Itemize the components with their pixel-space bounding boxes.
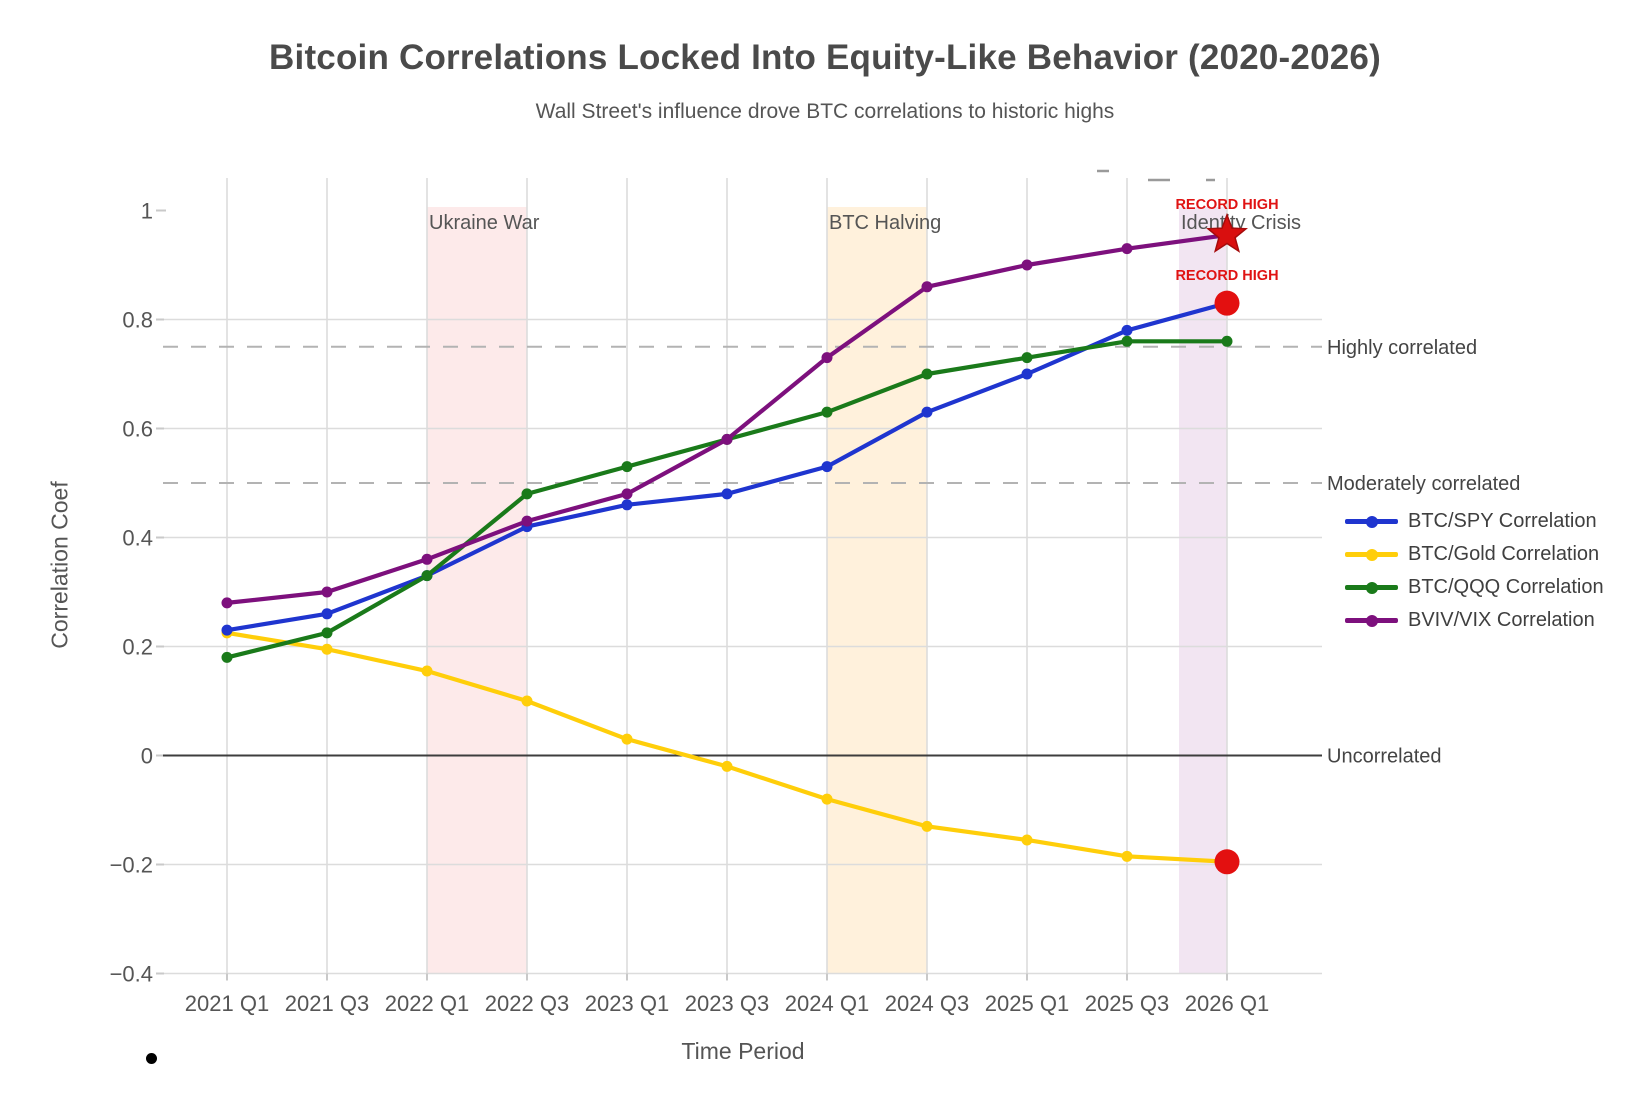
record-high-marker-btc-spy-correlation — [1214, 290, 1240, 316]
series-marker-btc-qqq-correlation — [1121, 335, 1133, 347]
series-marker-btc-gold-correlation — [1021, 834, 1033, 846]
series-marker-btc-gold-correlation — [921, 820, 933, 832]
series-marker-btc-spy-correlation — [1121, 324, 1133, 336]
record-high-label-btc-spy-correlation: RECORD HIGH — [1175, 268, 1278, 284]
legend-item-bviv-vix-correlation[interactable]: BVIV/VIX Correlation — [1345, 604, 1604, 637]
band-label-btc-halving: BTC Halving — [829, 212, 941, 234]
x-tick-label: 2025 Q1 — [985, 991, 1069, 1016]
series-marker-btc-qqq-correlation — [621, 461, 633, 473]
series-marker-btc-gold-correlation — [1121, 850, 1133, 862]
x-tick-label: 2021 Q3 — [285, 991, 369, 1016]
reference-label-highly-correlated: Highly correlated — [1327, 337, 1477, 359]
chart-subtitle: Wall Street's influence drove BTC correl… — [535, 100, 1115, 123]
series-marker-btc-gold-correlation — [621, 733, 633, 745]
event-band-btc-halving — [827, 207, 927, 974]
series-marker-btc-qqq-correlation — [1021, 352, 1033, 364]
event-band-identity-crisis — [1179, 207, 1227, 974]
stray-legend-dot — [146, 1053, 157, 1064]
x-tick-label: 2022 Q1 — [385, 991, 469, 1016]
record-high-marker-btc-gold-correlation — [1214, 849, 1240, 875]
legend-line-swatch — [1345, 585, 1398, 590]
x-tick-label: 2025 Q3 — [1085, 991, 1169, 1016]
reference-label-moderately-correlated: Moderately correlated — [1327, 473, 1520, 495]
series-marker-btc-qqq-correlation — [921, 368, 933, 380]
legend-item-btc-gold-correlation[interactable]: BTC/Gold Correlation — [1345, 538, 1604, 571]
series-marker-btc-qqq-correlation — [821, 406, 833, 418]
y-tick-label: 0.2 — [122, 635, 153, 660]
series-marker-btc-gold-correlation — [721, 760, 733, 772]
series-marker-btc-gold-correlation — [421, 665, 433, 677]
legend-line-swatch — [1345, 519, 1398, 524]
series-marker-bviv-vix-correlation — [521, 515, 533, 527]
series-marker-btc-spy-correlation — [621, 499, 633, 511]
series-marker-btc-qqq-correlation — [421, 570, 433, 582]
legend-label: BTC/SPY Correlation — [1408, 510, 1597, 532]
x-tick-label: 2024 Q1 — [785, 991, 869, 1016]
y-tick-label: −0.2 — [110, 853, 153, 878]
x-tick-label: 2023 Q3 — [685, 991, 769, 1016]
series-marker-bviv-vix-correlation — [621, 488, 633, 500]
y-tick-label: 0.8 — [122, 308, 153, 333]
series-marker-btc-gold-correlation — [821, 793, 833, 805]
x-tick-label: 2024 Q3 — [885, 991, 969, 1016]
series-marker-bviv-vix-correlation — [1121, 243, 1133, 255]
series-marker-bviv-vix-correlation — [921, 281, 933, 293]
y-tick-label: −0.4 — [110, 962, 153, 987]
y-tick-label: 0.6 — [122, 417, 153, 442]
series-marker-btc-spy-correlation — [221, 624, 233, 636]
record-high-star-bviv-vix-correlation — [1206, 212, 1248, 253]
series-marker-bviv-vix-correlation — [821, 352, 833, 364]
y-tick-label: 1 — [141, 199, 153, 224]
series-marker-bviv-vix-correlation — [421, 553, 433, 565]
legend-label: BVIV/VIX Correlation — [1408, 609, 1595, 631]
series-marker-btc-spy-correlation — [721, 488, 733, 500]
chart-title: Bitcoin Correlations Locked Into Equity-… — [269, 38, 1381, 77]
x-tick-label: 2023 Q1 — [585, 991, 669, 1016]
legend: BTC/SPY Correlation BTC/Gold Correlation B… — [1345, 505, 1604, 637]
legend-line-swatch — [1345, 552, 1398, 557]
y-tick-label: 0.4 — [122, 526, 153, 551]
series-marker-bviv-vix-correlation — [1021, 259, 1033, 271]
record-high-label-bviv-vix-correlation: RECORD HIGH — [1175, 197, 1278, 213]
x-tick-label: 2021 Q1 — [185, 991, 269, 1016]
band-label-ukraine-war: Ukraine War — [429, 212, 540, 234]
series-marker-btc-spy-correlation — [821, 461, 833, 473]
series-marker-bviv-vix-correlation — [221, 597, 233, 609]
series-marker-bviv-vix-correlation — [721, 433, 733, 445]
series-marker-btc-qqq-correlation — [1221, 335, 1233, 347]
legend-label: BTC/QQQ Correlation — [1408, 576, 1604, 598]
series-marker-btc-qqq-correlation — [521, 488, 533, 500]
series-marker-btc-spy-correlation — [321, 608, 333, 620]
series-marker-btc-qqq-correlation — [321, 627, 333, 639]
x-tick-label: 2022 Q3 — [485, 991, 569, 1016]
series-marker-btc-spy-correlation — [921, 406, 933, 418]
legend-label: BTC/Gold Correlation — [1408, 543, 1600, 565]
series-marker-btc-gold-correlation — [521, 695, 533, 707]
x-tick-label: 2026 Q1 — [1185, 991, 1269, 1016]
reference-label-uncorrelated: Uncorrelated — [1327, 746, 1442, 768]
series-marker-btc-gold-correlation — [321, 643, 333, 655]
legend-line-swatch — [1345, 618, 1398, 623]
series-marker-bviv-vix-correlation — [321, 586, 333, 598]
y-tick-label: 0 — [141, 744, 153, 769]
series-marker-btc-spy-correlation — [1021, 368, 1033, 380]
x-axis-title: Time Period — [681, 1038, 805, 1064]
series-marker-btc-qqq-correlation — [221, 651, 233, 663]
event-band-ukraine-war — [427, 207, 527, 974]
legend-item-btc-spy-correlation[interactable]: BTC/SPY Correlation — [1345, 505, 1604, 538]
legend-item-btc-qqq-correlation[interactable]: BTC/QQQ Correlation — [1345, 571, 1604, 604]
y-axis-title: Correlation Coef — [46, 481, 73, 649]
